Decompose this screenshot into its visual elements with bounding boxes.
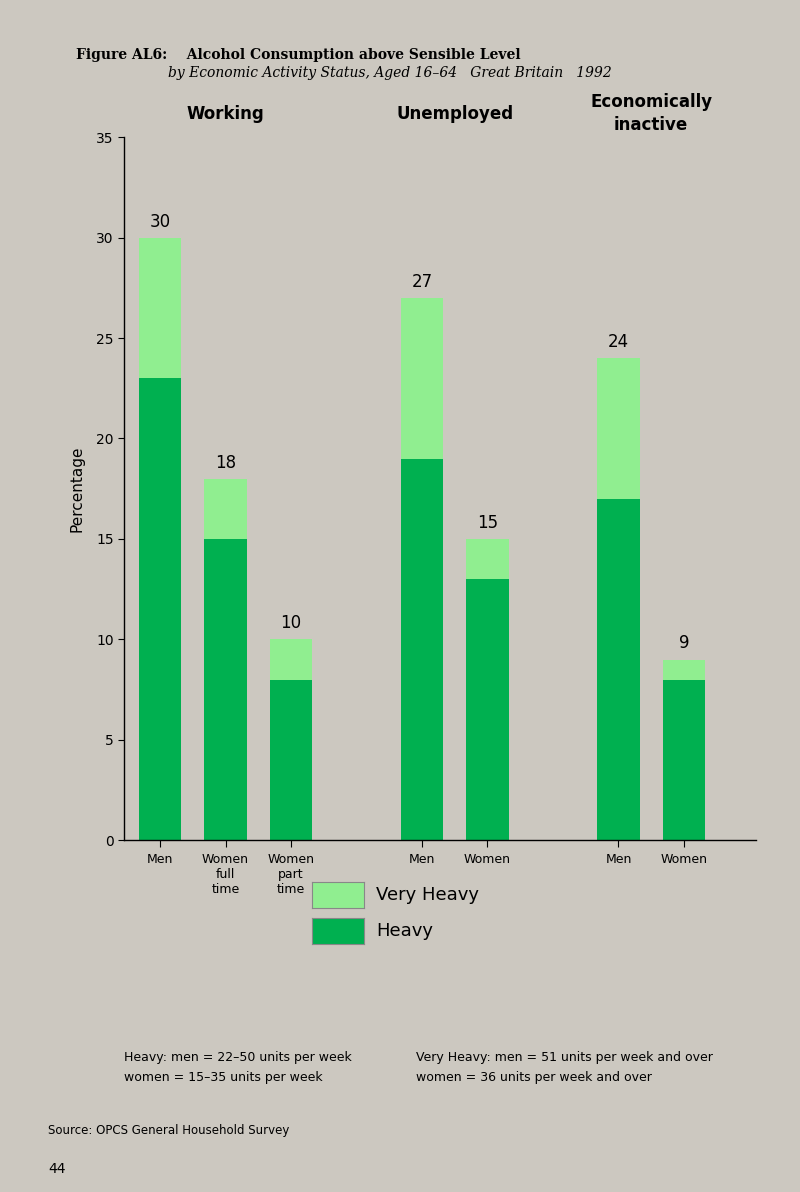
Text: Source: OPCS General Household Survey: Source: OPCS General Household Survey [48, 1124, 290, 1137]
Bar [138, 237, 182, 378]
Text: 30: 30 [150, 212, 170, 230]
Bar [204, 539, 246, 840]
Text: 44: 44 [48, 1162, 66, 1177]
Bar [466, 579, 509, 840]
Text: Very Heavy: Very Heavy [376, 886, 479, 905]
Bar [270, 679, 312, 840]
Text: Unemployed: Unemployed [396, 105, 514, 123]
Text: Economically
inactive: Economically inactive [590, 93, 712, 134]
Text: 10: 10 [281, 614, 302, 633]
Bar [401, 459, 443, 840]
Text: Very Heavy: men = 51 units per week and over
women = 36 units per week and over: Very Heavy: men = 51 units per week and … [416, 1051, 713, 1085]
Text: Figure AL6:    Alcohol Consumption above Sensible Level: Figure AL6: Alcohol Consumption above Se… [76, 48, 521, 62]
Text: 15: 15 [477, 514, 498, 532]
Bar [662, 659, 706, 679]
Bar [466, 539, 509, 579]
Text: Working: Working [186, 105, 264, 123]
Bar [138, 378, 182, 840]
Text: by Economic Activity Status, Aged 16–64   Great Britain   1992: by Economic Activity Status, Aged 16–64 … [168, 66, 612, 80]
Text: Heavy: Heavy [376, 921, 433, 940]
Text: Heavy: men = 22–50 units per week
women = 15–35 units per week: Heavy: men = 22–50 units per week women … [124, 1051, 352, 1085]
Bar [597, 358, 640, 498]
Bar [270, 639, 312, 679]
Bar [204, 479, 246, 539]
Bar [597, 498, 640, 840]
Text: 24: 24 [608, 333, 629, 352]
Bar [401, 298, 443, 459]
Y-axis label: Percentage: Percentage [70, 446, 85, 532]
Text: 9: 9 [678, 634, 690, 652]
Bar [662, 679, 706, 840]
Text: 27: 27 [411, 273, 433, 291]
Text: 18: 18 [215, 454, 236, 472]
